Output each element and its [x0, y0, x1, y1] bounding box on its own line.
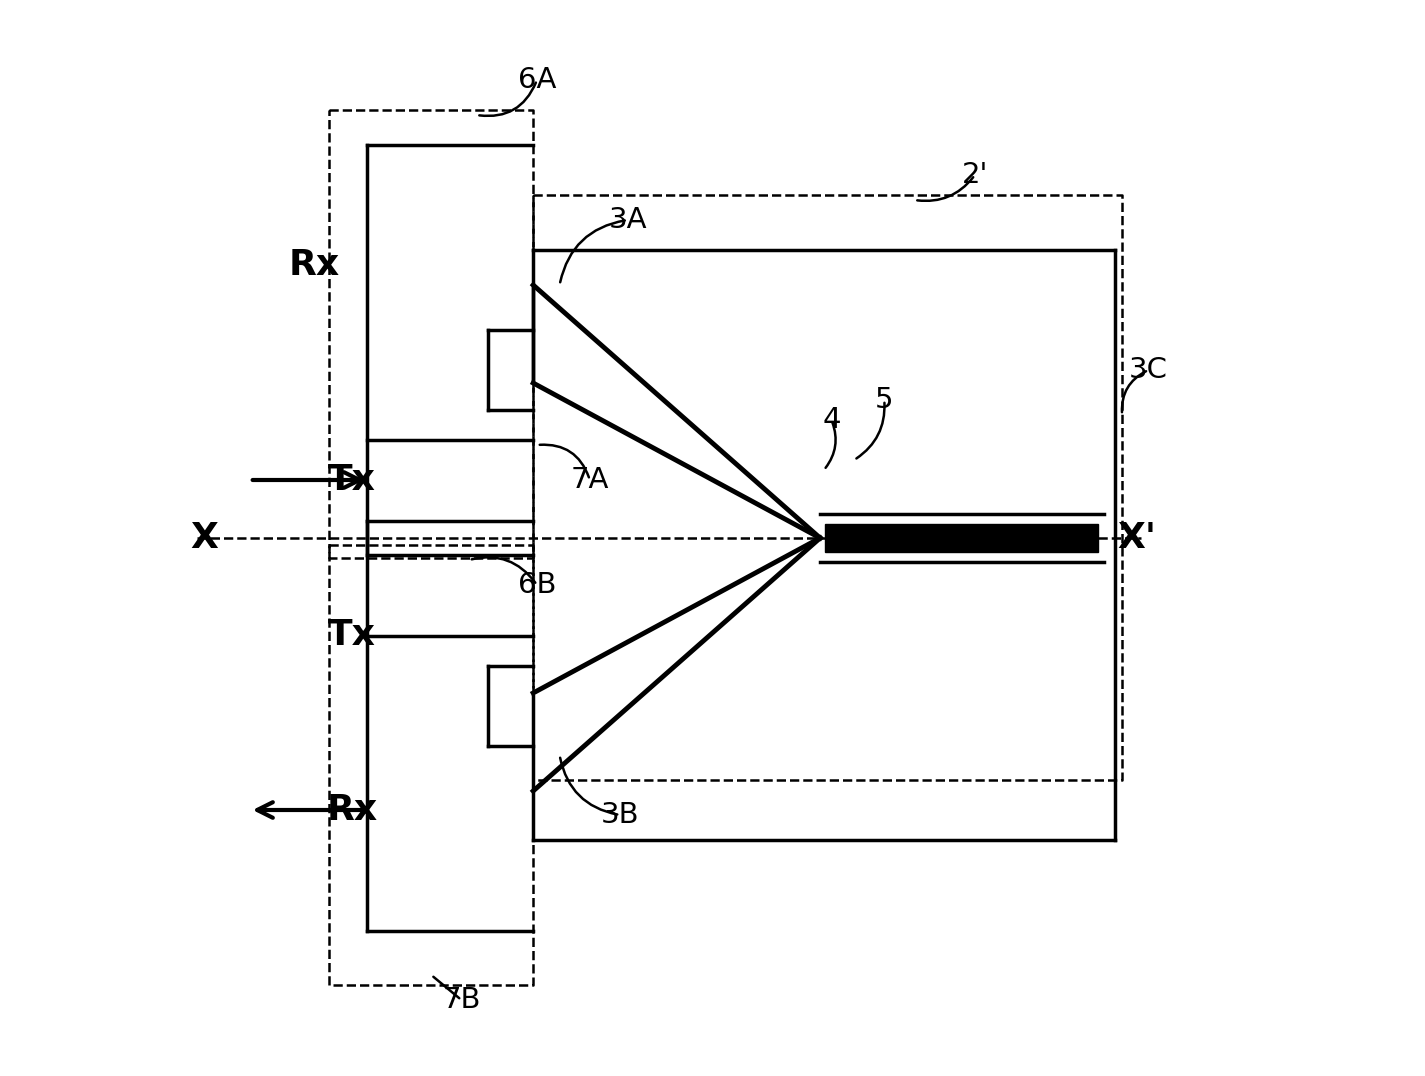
Text: 3B: 3B	[601, 801, 640, 829]
Text: 2': 2'	[962, 161, 988, 189]
Text: Tx: Tx	[328, 618, 376, 652]
Text: 3A: 3A	[608, 206, 647, 233]
Text: Tx: Tx	[328, 463, 376, 497]
Text: 6B: 6B	[517, 571, 556, 599]
Text: 3C: 3C	[1129, 356, 1168, 384]
Text: Rx: Rx	[289, 247, 341, 282]
Text: 7A: 7A	[570, 466, 608, 494]
Text: X': X'	[1117, 521, 1157, 555]
Text: 6A: 6A	[517, 66, 556, 94]
Text: Rx: Rx	[326, 793, 378, 827]
Text: 4: 4	[822, 406, 841, 434]
Text: X: X	[191, 521, 218, 555]
Text: 7B: 7B	[442, 986, 480, 1014]
Polygon shape	[825, 524, 1099, 552]
Text: 5: 5	[875, 386, 893, 414]
